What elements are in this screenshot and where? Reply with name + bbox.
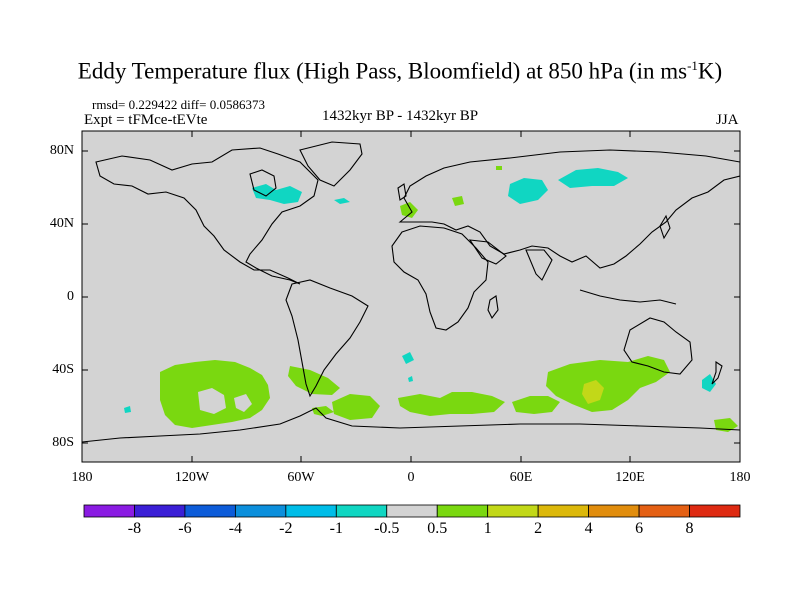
anomaly-region-south-atlantic [398,392,505,416]
anomaly-region-weddell [332,394,380,420]
lon-label-120w: 120W [174,470,210,485]
lon-label-180w: 180 [71,470,93,485]
colorbar-label: -8 [127,520,142,537]
colorbar-swatch [184,504,236,518]
lat-label-80s: 80S [52,435,74,450]
lat-label-40n: 40N [49,216,74,231]
axis-ticks [81,131,741,462]
experiment-label: Expt = tFMce-tEVte [84,112,208,128]
plot-title: Eddy Temperature flux (High Pass, Bloomf… [77,58,723,84]
anomaly-region-green-north [496,166,502,170]
period-label: 1432kyr BP - 1432kyr BP [322,108,479,124]
coastline-arabia [468,239,507,265]
colorbar-swatch [588,504,640,518]
colorbar [83,504,741,518]
coastline-india [525,249,553,281]
anomaly-region-labrador [334,198,350,204]
lon-label-60e: 60E [509,470,533,485]
colorbar-label: -0.5 [374,520,400,537]
colorbar-swatch [234,504,287,518]
anomaly-region-hudson [252,184,302,204]
colorbar-swatch [436,504,489,518]
colorbar-label: 4 [584,520,593,537]
coastline-british-isles [397,183,407,201]
colorbar-swatch [638,504,690,518]
lon-label-180e: 180 [729,470,751,485]
coastline-greenland [299,141,363,187]
colorbar-swatch [285,504,337,518]
anomaly-region-yellow-core [582,380,604,404]
lon-label-0: 0 [407,470,415,485]
colorbar-swatch [689,504,741,518]
anomaly-region-south-pacific-east [288,366,340,395]
colorbar-label: 0.5 [427,520,448,537]
anomaly-region-south-indian-west [512,396,560,414]
anomaly-region-siberia-east [558,168,628,188]
anomaly-region-south-atlantic-cyan [402,352,414,364]
lon-label-60w: 60W [287,470,315,485]
anomaly-shading [124,166,738,432]
anomaly-region-small-cyan [124,406,131,413]
colorbar-swatch [83,504,135,518]
colorbar-label: -2 [279,520,293,537]
lat-label-80n: 80N [49,143,74,158]
coastline-madagascar [487,295,499,320]
coastline-japan [659,214,671,240]
colorbar-label: 6 [635,520,644,537]
anomaly-region-green-north [452,196,464,206]
colorbar-label: 1 [483,520,492,537]
coastlines [82,141,740,443]
anomaly-region-green-north [400,202,418,218]
colorbar-swatch [134,504,186,518]
colorbar-label: -4 [228,520,243,537]
anomaly-region-tasman [702,374,716,392]
anomaly-region-small-cyan [408,376,413,382]
colorbar-swatch [386,504,438,518]
stats-text: rmsd= 0.229422 diff= 0.0586373 [92,97,265,112]
lon-label-120e: 120E [615,470,645,485]
coastline-indonesia [579,289,677,305]
anomaly-region-drake [312,406,334,416]
colorbar-label: 2 [534,520,543,537]
coastline-south-america [285,279,369,398]
coastline-africa [391,225,489,331]
lat-label-eq: 0 [67,289,74,304]
colorbar-label: 8 [685,520,694,537]
anomaly-region-south-indian [546,356,670,412]
coastline-australia [623,317,693,375]
anomaly-region-siberia-west [508,178,548,204]
season-label: JJA [716,112,739,128]
colorbar-swatch [537,504,590,518]
colorbar-swatch [335,504,388,518]
anomaly-hole [198,388,226,414]
colorbar-swatch [487,504,539,518]
coastline-hudson-bay [249,169,277,197]
coastline-eurasia [398,149,740,269]
colorbar-label: -6 [178,520,192,537]
coastline-north-america [95,147,319,285]
anomaly-hole [234,394,252,412]
coastline-new-zealand [711,360,723,385]
lat-label-40s: 40S [52,362,74,377]
colorbar-label: -1 [329,520,343,537]
coastline-antarctica [82,407,740,443]
